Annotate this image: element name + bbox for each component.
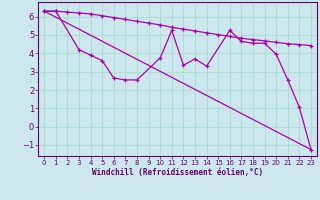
X-axis label: Windchill (Refroidissement éolien,°C): Windchill (Refroidissement éolien,°C) <box>92 168 263 177</box>
